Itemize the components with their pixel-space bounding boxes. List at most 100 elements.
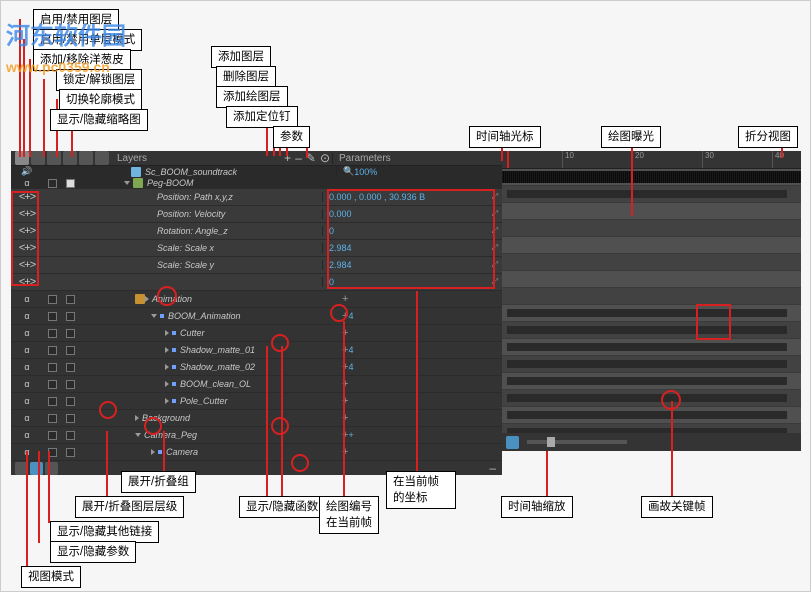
hl-4 — [330, 304, 348, 322]
layer-row[interactable]: α Shadow_matte_02 + 4 — [11, 359, 502, 376]
hl-plus — [271, 334, 289, 352]
layers-toolbar: Layers + – ✎ ⊙ Parameters — [11, 151, 502, 166]
thumb-icon[interactable] — [95, 151, 109, 165]
timeline-row[interactable] — [502, 407, 801, 424]
timeline-footer — [502, 433, 801, 451]
layer-name: Shadow_matte_02 — [180, 362, 255, 372]
hl-exposure — [696, 304, 731, 340]
show-links-icon[interactable] — [45, 462, 58, 475]
layer-plus[interactable]: + — [336, 395, 502, 407]
sound-name: Sc_BOOM_soundtrack — [145, 167, 237, 177]
timeline-row[interactable] — [502, 220, 801, 237]
layer-plus[interactable]: + — [336, 378, 502, 390]
del-layer-button[interactable]: – — [295, 151, 302, 165]
layer-plus[interactable]: + + — [336, 429, 502, 441]
timeline-row[interactable] — [502, 186, 801, 203]
timeline-row[interactable] — [502, 390, 801, 407]
co-other-links: 显示/隐藏其他链接 — [50, 521, 159, 543]
zoom-icon[interactable] — [506, 436, 519, 449]
co-exposure: 绘图曝光 — [601, 126, 661, 148]
hl-cc — [11, 191, 39, 286]
co-tl-zoom: 时间轴缩放 — [501, 496, 573, 518]
layer-plus[interactable]: + — [336, 412, 502, 424]
timeline-row[interactable] — [502, 424, 801, 433]
layer-plus[interactable]: + 4 — [336, 310, 502, 322]
param-name: Rotation: Angle_z — [79, 226, 322, 236]
layer-row[interactable]: α Background + — [11, 410, 502, 427]
zoom-value[interactable]: 🔍 100% — [336, 166, 502, 177]
outline-icon[interactable] — [79, 151, 93, 165]
param-name: Position: Velocity — [79, 209, 322, 219]
layer-row[interactable]: α Cutter + — [11, 325, 502, 342]
timeline-row[interactable] — [502, 169, 801, 186]
co-show-funcs: 显示/隐藏函数 — [239, 496, 325, 518]
layer-row[interactable]: α Camera + — [11, 444, 502, 461]
peg-row[interactable]: α Peg-BOOM — [11, 178, 502, 189]
layer-plus[interactable]: + — [336, 293, 502, 305]
co-add-layer: 添加图层 — [211, 46, 271, 68]
layer-plus[interactable]: + 4 — [336, 361, 502, 373]
co-thumbnail: 显示/隐藏缩略图 — [50, 109, 148, 131]
sound-row[interactable]: 🔊 Sc_BOOM_soundtrack 🔍 100% — [11, 166, 502, 178]
hl-param-vals — [327, 189, 495, 289]
co-add-peg: 添加定位钉 — [226, 106, 298, 128]
mute-icon[interactable]: 🔊 — [21, 166, 32, 177]
timeline-row[interactable] — [502, 305, 801, 322]
waveform — [502, 171, 801, 183]
layer-name: Cutter — [180, 328, 205, 338]
layer-name: Camera — [166, 447, 198, 457]
timeline-row[interactable] — [502, 373, 801, 390]
co-split-view: 折分视图 — [738, 126, 798, 148]
hl-key — [661, 390, 681, 410]
minus-button[interactable]: – — [489, 461, 496, 475]
co-del-layer: 删除图层 — [216, 66, 276, 88]
param-name: Position: Path x,y,z — [79, 192, 322, 202]
co-frame-coord: 在当前帧的坐标 — [386, 471, 456, 509]
timeline-row[interactable] — [502, 322, 801, 339]
co-expand-hier: 展开/折叠图层层级 — [75, 496, 184, 518]
layers-label: Layers — [117, 153, 147, 164]
hl-plus2 — [271, 417, 289, 435]
zoom-slider[interactable] — [527, 440, 627, 444]
timeline-row[interactable] — [502, 271, 801, 288]
co-parameters: 参数 — [273, 126, 310, 148]
layer-plus[interactable]: + — [336, 446, 502, 458]
timeline-body[interactable] — [502, 169, 801, 433]
ruler[interactable]: 10203040 — [502, 151, 801, 169]
enable-icon[interactable] — [15, 151, 29, 165]
layer-rows: α Animation + α BOOM_Animation + 4α Cutt… — [11, 291, 502, 461]
timeline-row[interactable] — [502, 356, 801, 373]
param-name: Scale: Scale x — [79, 243, 322, 253]
lock-icon[interactable] — [63, 151, 77, 165]
param-name: Scale: Scale y — [79, 260, 322, 270]
params-label: Parameters — [339, 153, 391, 164]
zoom-handle[interactable] — [547, 437, 555, 447]
layer-plus[interactable]: + — [336, 327, 502, 339]
timeline-row[interactable] — [502, 339, 801, 356]
add-peg-button[interactable]: ⊙ — [320, 151, 330, 165]
co-time-cursor: 时间轴光标 — [469, 126, 541, 148]
hl-tri-down — [144, 417, 162, 435]
layer-row[interactable]: α BOOM_Animation + 4 — [11, 308, 502, 325]
layer-row[interactable]: α Shadow_matte_01 + 4 — [11, 342, 502, 359]
layer-row[interactable]: α Camera_Peg + + — [11, 427, 502, 444]
timeline-row[interactable] — [502, 254, 801, 271]
co-keyframe: 画故关键帧 — [641, 496, 713, 518]
watermark: 河东软件园 www.pc0359.cn — [6, 16, 126, 79]
layer-name: BOOM_clean_OL — [180, 379, 251, 389]
show-params-icon[interactable] — [30, 462, 43, 475]
layer-plus[interactable]: + 4 — [336, 344, 502, 356]
layer-name: Shadow_matte_01 — [180, 345, 255, 355]
co-draw-num: 绘图编号在当前帧 — [319, 496, 379, 534]
onion-icon[interactable] — [47, 151, 61, 165]
layer-row[interactable]: α Animation + — [11, 291, 502, 308]
co-view-mode: 视图模式 — [21, 566, 81, 588]
timeline-row[interactable] — [502, 203, 801, 220]
timeline-row[interactable] — [502, 237, 801, 254]
co-show-params: 显示/隐藏参数 — [50, 541, 136, 563]
peg-name: Peg-BOOM — [147, 178, 194, 188]
timeline-row[interactable] — [502, 288, 801, 305]
layer-row[interactable]: α BOOM_clean_OL + — [11, 376, 502, 393]
hl-lock-icon — [157, 286, 177, 306]
layer-row[interactable]: α Pole_Cutter + — [11, 393, 502, 410]
